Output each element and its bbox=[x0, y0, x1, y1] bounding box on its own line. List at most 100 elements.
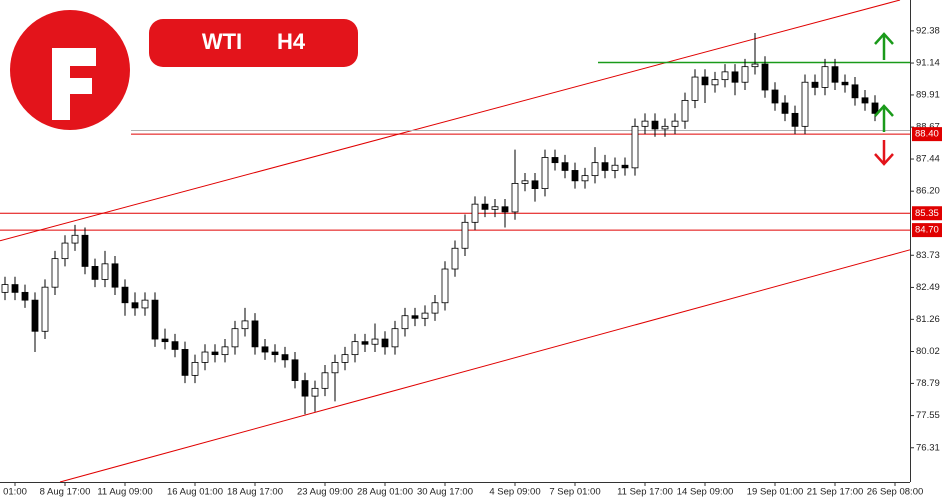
candle-body bbox=[21, 291, 29, 301]
candle-body bbox=[151, 299, 159, 340]
candle-body bbox=[691, 76, 699, 101]
candle-body bbox=[771, 89, 779, 104]
plot-area bbox=[0, 0, 911, 483]
candle-body bbox=[621, 164, 629, 169]
candle-body bbox=[221, 346, 229, 356]
candle-body bbox=[531, 180, 539, 189]
candle-body bbox=[111, 263, 119, 288]
candle-body bbox=[711, 79, 719, 86]
candle-body bbox=[271, 351, 279, 356]
symbol-badge: WTI H4 bbox=[149, 19, 358, 67]
y-tick-label: 92.38 bbox=[916, 25, 940, 36]
candle-body bbox=[701, 76, 709, 86]
x-tick-label: 11 Sep 17:00 bbox=[617, 487, 673, 498]
candle-body bbox=[91, 266, 99, 280]
candle-body bbox=[731, 71, 739, 83]
candle-body bbox=[351, 341, 359, 356]
x-tick-label: 7 Sep 01:00 bbox=[549, 487, 600, 498]
x-tick-label: 4 Sep 09:00 bbox=[489, 487, 540, 498]
candle-body bbox=[401, 315, 409, 330]
candle-body bbox=[381, 338, 389, 348]
candle-body bbox=[871, 102, 879, 114]
x-tick-label: 14 Sep 09:00 bbox=[677, 487, 734, 498]
candle-body bbox=[231, 328, 239, 348]
candle-body bbox=[461, 221, 469, 249]
candle-body bbox=[741, 66, 749, 83]
candle-body bbox=[211, 351, 219, 356]
symbol: WTI bbox=[202, 29, 242, 54]
y-tick-label: 78.79 bbox=[916, 378, 940, 389]
candle-body bbox=[301, 380, 309, 397]
candle-body bbox=[601, 162, 609, 171]
candle-body bbox=[41, 286, 49, 332]
x-tick-label: 26 Sep 08:00 bbox=[867, 487, 924, 498]
candle-body bbox=[371, 338, 379, 345]
x-tick-label: 30 Aug 17:00 bbox=[417, 487, 473, 498]
candle-body bbox=[761, 63, 769, 91]
x-tick-label: 8 Aug 17:00 bbox=[40, 487, 91, 498]
candle-body bbox=[261, 346, 269, 353]
candle-body bbox=[471, 203, 479, 223]
candle-body bbox=[131, 302, 139, 309]
candle-body bbox=[521, 180, 529, 184]
candle-body bbox=[1, 284, 9, 293]
trendline bbox=[59, 249, 911, 483]
candle-body bbox=[811, 81, 819, 88]
candle-body bbox=[581, 175, 589, 182]
candle-body bbox=[81, 234, 89, 267]
candle-body bbox=[281, 354, 289, 361]
y-tick-label: 89.91 bbox=[916, 89, 940, 100]
candle-body bbox=[61, 242, 69, 260]
candle-body bbox=[631, 125, 639, 169]
candle-body bbox=[241, 320, 249, 330]
candle-body bbox=[591, 162, 599, 177]
level-label-box bbox=[912, 223, 942, 238]
candle-body bbox=[251, 320, 259, 348]
x-tick-label: 11 Aug 09:00 bbox=[97, 487, 152, 498]
candle-body bbox=[201, 351, 209, 363]
candle-body bbox=[821, 66, 829, 88]
candle-body bbox=[671, 120, 679, 127]
x-tick-label: 28 Aug 01:00 bbox=[357, 487, 413, 498]
candle-body bbox=[481, 203, 489, 210]
candle-body bbox=[571, 170, 579, 182]
candle-body bbox=[491, 206, 499, 210]
candle-body bbox=[331, 362, 339, 374]
logo bbox=[10, 10, 130, 130]
x-tick-label: 18 Aug 17:00 bbox=[227, 487, 283, 498]
candle-body bbox=[651, 120, 659, 130]
y-tick-label: 91.14 bbox=[916, 58, 940, 69]
level-label-box bbox=[912, 127, 942, 142]
candle-body bbox=[441, 268, 449, 304]
x-tick-label: 21 Sep 17:00 bbox=[807, 487, 864, 498]
candle-body bbox=[411, 315, 419, 319]
candle-body bbox=[71, 234, 79, 244]
candle-body bbox=[101, 263, 109, 280]
y-tick-label: 81.26 bbox=[916, 314, 940, 325]
candle-body bbox=[801, 81, 809, 127]
level-label-box bbox=[912, 206, 942, 221]
candle-body bbox=[321, 372, 329, 389]
candle-body bbox=[421, 312, 429, 319]
candle-body bbox=[311, 387, 319, 397]
y-tick-label: 76.31 bbox=[916, 442, 940, 453]
candle-body bbox=[841, 81, 849, 86]
candle-body bbox=[341, 354, 349, 363]
x-tick-label: 23 Aug 09:00 bbox=[297, 487, 353, 498]
candle-body bbox=[831, 66, 839, 83]
candle-body bbox=[181, 349, 189, 376]
candle-body bbox=[141, 299, 149, 309]
candle-body bbox=[541, 157, 549, 189]
y-tick-label: 83.73 bbox=[916, 250, 940, 261]
y-tick-label: 80.02 bbox=[916, 346, 940, 357]
candle-body bbox=[391, 328, 399, 348]
level-label: 84.70 bbox=[915, 225, 939, 236]
candle-body bbox=[451, 247, 459, 270]
candle-body bbox=[171, 341, 179, 350]
y-tick-label: 77.55 bbox=[916, 410, 940, 421]
candle-body bbox=[561, 162, 569, 171]
candle-body bbox=[51, 258, 59, 288]
candle-body bbox=[791, 112, 799, 127]
